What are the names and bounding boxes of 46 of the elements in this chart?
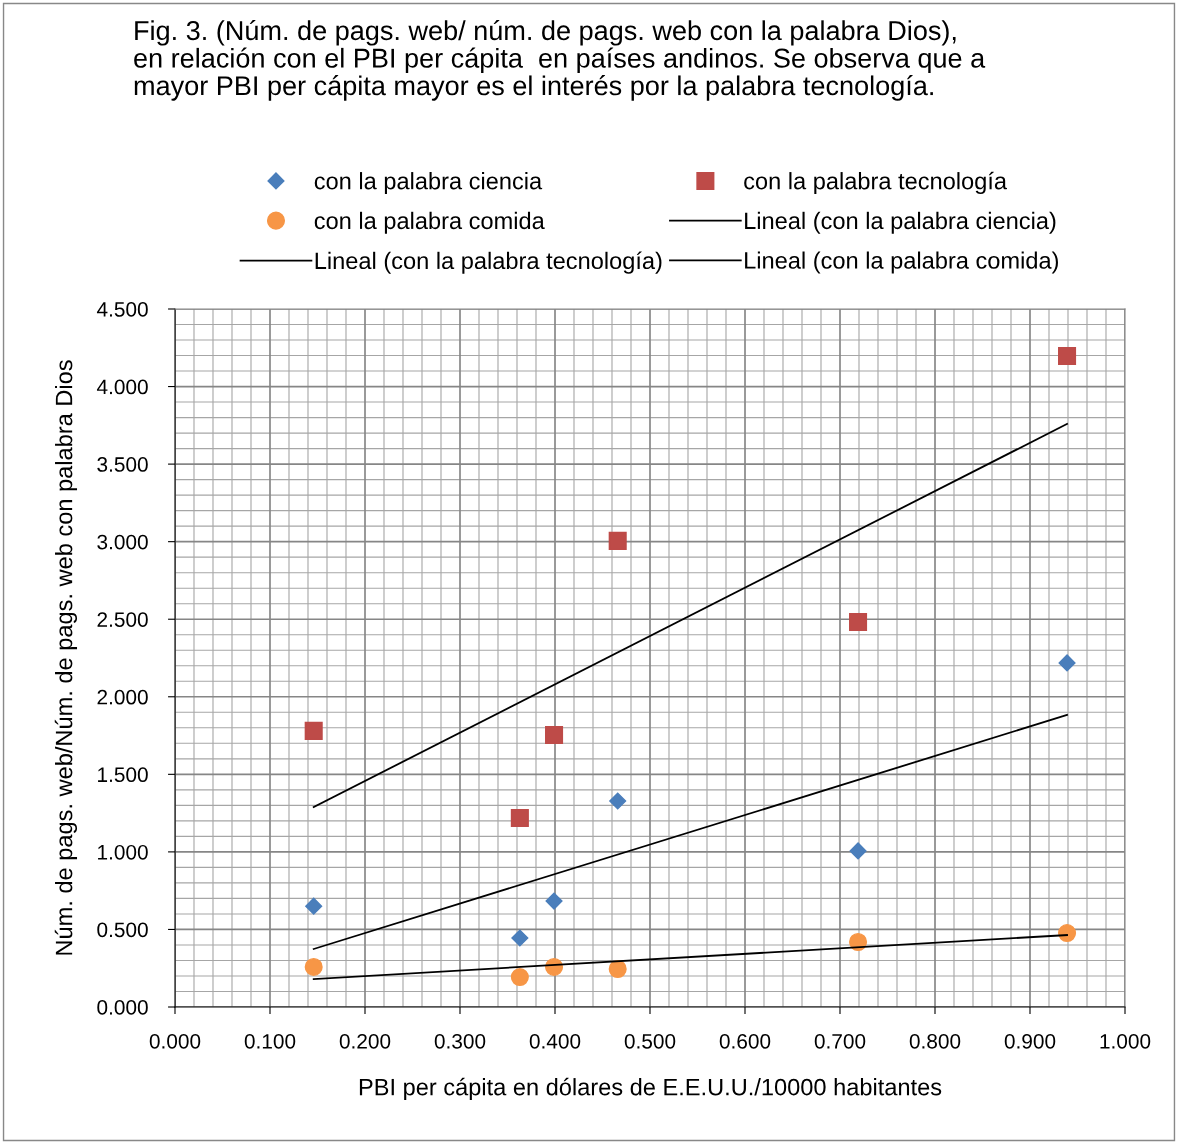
- y-tick-label: 3.000: [97, 534, 148, 550]
- point: [849, 842, 867, 860]
- y-tick-label: 1.500: [98, 767, 148, 783]
- x-tick-label: 0.900: [1004, 1033, 1056, 1049]
- legend-label: con la palabra comida: [314, 211, 545, 234]
- x-tick-label: 0.700: [814, 1033, 866, 1049]
- point: [545, 892, 563, 910]
- y-tick-label: 0.000: [97, 1000, 148, 1015]
- point: [608, 531, 627, 550]
- legend-label: Lineal (con la palabra ciencia): [745, 211, 1056, 234]
- y-axis-title: Núm. de pags. web/Núm. de pags. web con palabra Dios: [54, 360, 78, 955]
- y-tick-label: 4.500: [96, 302, 148, 317]
- y-tick-label: 2.500: [97, 612, 148, 627]
- point: [510, 808, 529, 827]
- point: [510, 968, 529, 987]
- y-tick-label: 3.500: [97, 457, 148, 472]
- x-tick-label: 0.400: [529, 1033, 581, 1049]
- point: [305, 897, 323, 915]
- y-tick-label: 4.000: [96, 379, 148, 395]
- x-tick-label: 1.000: [1100, 1033, 1151, 1049]
- x-axis-title: PBI per cápita en dólares de E.E.U.U./10000 habitantes: [359, 1077, 942, 1101]
- legend-label: con la palabra ciencia: [314, 172, 543, 195]
- x-tick-label: 0.500: [624, 1033, 676, 1049]
- x-tick-label: 0.800: [909, 1033, 961, 1049]
- point: [545, 725, 564, 744]
- x-tick-label: 0.000: [149, 1033, 201, 1049]
- point: [849, 612, 868, 632]
- point: [1058, 346, 1077, 366]
- point: [1058, 923, 1077, 943]
- point: [304, 957, 323, 977]
- x-tick-label: 0.100: [244, 1033, 296, 1049]
- legend-label: Lineal (con la palabra tecnología): [315, 251, 662, 274]
- point: [1058, 654, 1076, 672]
- legend-label: con la palabra tecnología: [744, 171, 1008, 195]
- x-tick-label: 0.200: [339, 1033, 391, 1049]
- point: [608, 959, 627, 979]
- y-tick-label: 2.000: [97, 689, 148, 705]
- point: [609, 792, 627, 810]
- chart-title: Fig. 3. (Núm. de pags. web/ núm. de pags. web con la palabra Dios), en relación con el PBI per cápita en países andinos. Se observa que a mayor PBI per cápita mayor es el interés por la palabra tecnología.: [134, 20, 986, 101]
- legend-label: Lineal (con la palabra comida): [745, 251, 1058, 274]
- x-tick-label: 0.300: [434, 1033, 486, 1049]
- point: [511, 929, 529, 947]
- point: [304, 721, 323, 740]
- y-tick-label: 1.000: [98, 844, 148, 860]
- x-tick-label: 0.600: [719, 1033, 771, 1049]
- y-tick-label: 0.500: [97, 922, 148, 938]
